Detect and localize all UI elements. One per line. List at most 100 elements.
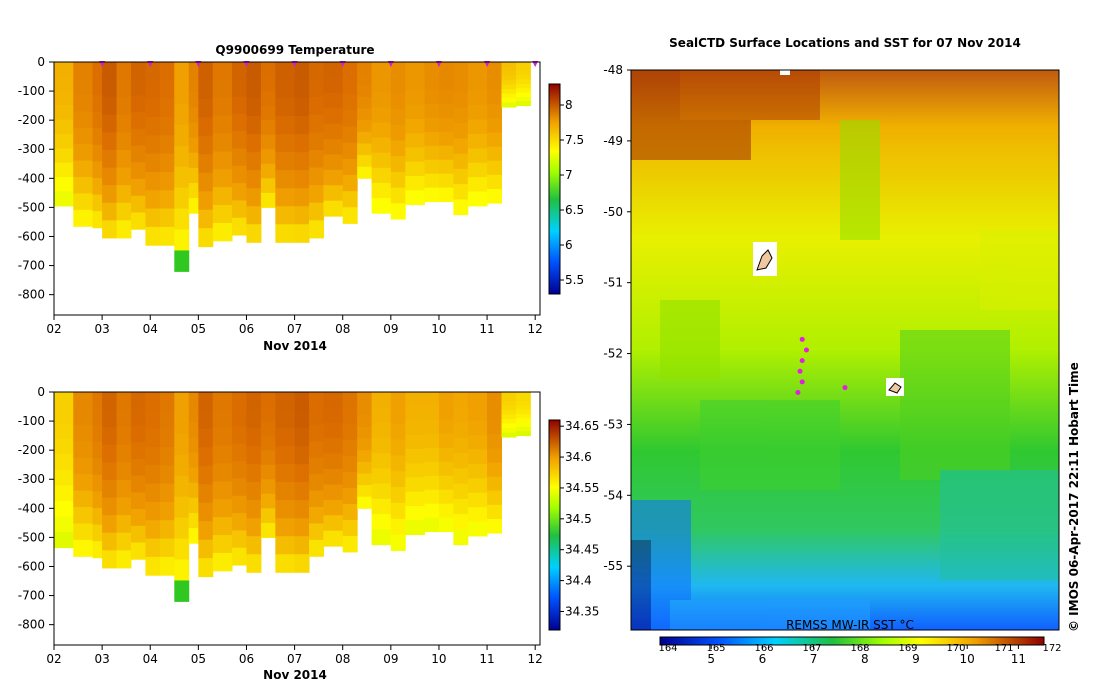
profile-cell [130, 95, 146, 113]
profile-cell [467, 90, 488, 106]
profile-cell [92, 541, 103, 559]
profile-cell [130, 392, 146, 410]
profile-cell [515, 96, 531, 102]
profile-cell [309, 490, 324, 508]
profile-cell [116, 97, 132, 116]
profile-cell [232, 148, 247, 167]
profile-cell [260, 406, 276, 422]
profile-cell [438, 117, 454, 133]
profile-cell [130, 408, 146, 426]
profile-cell [116, 114, 132, 133]
profile-cell [467, 449, 488, 465]
profile-cell [145, 190, 161, 210]
profile-cell [212, 392, 233, 411]
profile-cell [515, 400, 531, 406]
profile-cell [342, 110, 358, 128]
profile-cell [232, 183, 247, 201]
profile-cell [116, 550, 132, 569]
profile-cell [342, 126, 358, 144]
profile-cell [188, 107, 199, 123]
profile-cell [357, 143, 373, 156]
profile-cell [275, 446, 296, 465]
profile-cell [453, 92, 469, 109]
profile-column [515, 392, 531, 437]
profile-cell [174, 166, 190, 189]
profile-cell [54, 62, 74, 77]
profile-cell [102, 532, 118, 551]
profile-cell [212, 481, 233, 500]
profile-cell [246, 62, 262, 81]
profile-cell [323, 200, 344, 217]
y-tick-label: -100 [18, 414, 45, 428]
profile-cell [501, 89, 517, 95]
profile-cell [501, 423, 517, 429]
map-colorbar-bottom-tick: 10 [960, 652, 975, 666]
profile-cell [501, 93, 517, 99]
profile-cell [130, 492, 146, 510]
profile-cell [357, 120, 373, 133]
profile-cell [487, 476, 503, 492]
profile-cell [275, 392, 296, 411]
profile-cell [357, 403, 373, 416]
profile-cell [357, 73, 373, 86]
profile-cell [260, 435, 276, 451]
profile-cell [342, 62, 358, 79]
profile-column [501, 62, 517, 108]
profile-cell [487, 104, 503, 119]
profile-cell [487, 406, 503, 421]
profile-cell [405, 463, 426, 478]
salinity-frame [53, 391, 541, 646]
profile-cell [260, 134, 276, 150]
island-icon [756, 249, 773, 271]
profile-cell [405, 448, 426, 464]
profile-cell [102, 220, 118, 239]
profile-column [467, 62, 488, 207]
profile-cell [212, 517, 233, 536]
profile-cell [73, 144, 93, 162]
profile-cell [102, 497, 118, 516]
profile-cell [130, 525, 146, 543]
profile-cell [102, 167, 118, 186]
profile-cell [54, 162, 74, 178]
profile-cell [159, 62, 175, 81]
profile-cell [467, 76, 488, 92]
map-colorbar-top-tick: 166 [754, 643, 773, 654]
profile-cell [371, 407, 392, 424]
profile-cell [275, 80, 296, 99]
profile-cell [515, 79, 531, 85]
profile-cell [501, 414, 517, 420]
profile-cell [424, 173, 440, 189]
profile-cell [198, 98, 214, 118]
profile-cell [515, 70, 531, 76]
profile-column [73, 62, 93, 227]
profile-cell [145, 62, 161, 81]
temperature-panel: Q9900699 Temperature 0 -100 -200 -300 -400 -5… [18, 43, 584, 353]
profile-cell [188, 482, 199, 499]
profile-cell [275, 500, 296, 519]
profile-cell [130, 162, 146, 180]
map-colorbar-top-tick: 171 [994, 643, 1013, 654]
profile-cell [294, 392, 310, 411]
profile-cell [73, 127, 93, 145]
profile-cell [467, 463, 488, 479]
profile-cell [54, 105, 74, 121]
profile-cell [501, 432, 517, 438]
profile-cell [424, 159, 440, 175]
profile-cell [102, 409, 118, 428]
profile-cell [246, 206, 262, 225]
profile-column [342, 392, 358, 553]
profile-cell [487, 174, 503, 190]
x-tick-label: 09 [383, 652, 398, 666]
profile-cell [73, 408, 93, 426]
profile-cell [212, 552, 233, 572]
profile-cell [294, 188, 310, 207]
profile-cell [116, 462, 132, 481]
map-colorbar-top-tick: 170 [946, 643, 965, 654]
profile-cell [467, 492, 488, 508]
profile-cell [145, 465, 161, 485]
temperature-title: Q9900699 Temperature [215, 43, 374, 57]
profile-cell [371, 529, 392, 546]
profile-column [102, 62, 118, 239]
profile-cell [92, 508, 103, 526]
profile-cell [116, 79, 132, 98]
